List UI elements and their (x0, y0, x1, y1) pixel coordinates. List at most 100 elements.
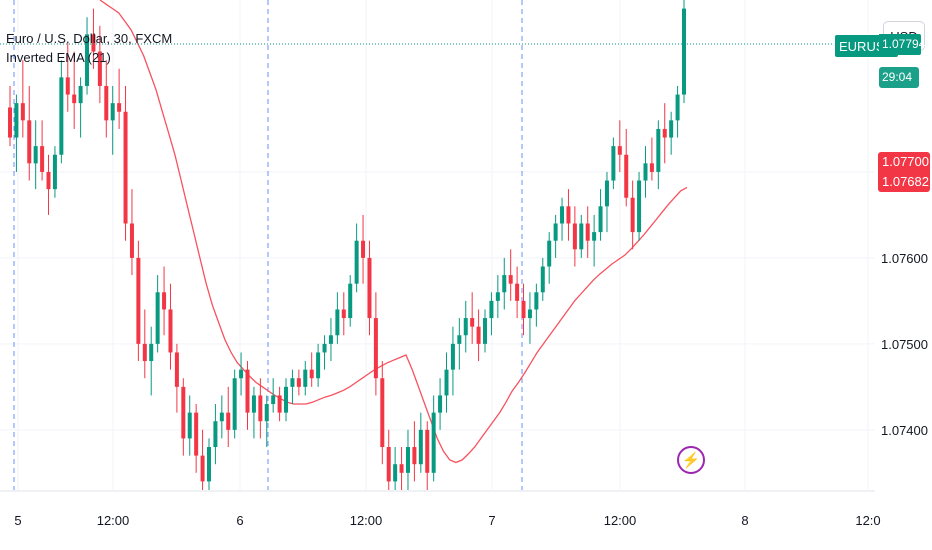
candle (328, 318, 333, 362)
candle (65, 42, 70, 112)
candle (258, 378, 263, 439)
candle (675, 85, 680, 138)
candle (91, 8, 96, 69)
candle (624, 128, 629, 207)
candle (322, 335, 327, 370)
candle (585, 206, 590, 258)
time-axis: 5 12:00 6 12:00 7 12:00 8 12:0 (14, 513, 880, 528)
x-tick-label: 12:00 (350, 513, 383, 528)
candle (232, 369, 237, 439)
candle (393, 447, 398, 490)
candles-group (8, 0, 686, 490)
candle (386, 429, 391, 490)
candle (431, 395, 436, 482)
candle (309, 352, 314, 387)
candle (418, 412, 423, 473)
candle (617, 120, 622, 172)
x-tick-label: 12:0 (855, 513, 880, 528)
candle (425, 421, 430, 490)
candle (316, 343, 321, 387)
candle (117, 68, 122, 129)
candle (219, 395, 224, 439)
candle (303, 361, 308, 396)
candle (508, 249, 513, 301)
candle (239, 352, 244, 396)
candle (540, 257, 545, 301)
candle (470, 292, 475, 344)
candle (579, 214, 584, 258)
candle (463, 300, 468, 353)
candle (361, 214, 366, 284)
candle (213, 404, 218, 465)
candle (245, 361, 250, 430)
candle (284, 378, 289, 422)
candle (630, 180, 635, 250)
candle (194, 404, 199, 473)
candle (450, 326, 455, 396)
candle (521, 283, 526, 336)
candle (682, 0, 686, 104)
candle (296, 369, 301, 396)
ema-line-group (99, 0, 688, 464)
candle (662, 103, 667, 164)
candle (72, 51, 77, 129)
candle (649, 137, 654, 181)
candle (566, 189, 571, 241)
lightning-icon[interactable]: ⚡ (677, 446, 705, 474)
candle (348, 275, 353, 327)
candle (181, 378, 186, 456)
candle (277, 386, 282, 422)
candle (444, 352, 449, 413)
candle (14, 94, 19, 172)
candle (8, 85, 12, 147)
candle (341, 292, 346, 336)
candle (637, 171, 642, 241)
candle (52, 146, 57, 198)
candle (97, 25, 102, 104)
candle (162, 266, 167, 336)
candle (534, 283, 539, 327)
candle (592, 214, 597, 267)
last-price-tag: 1.07794 (879, 34, 925, 55)
candle (149, 326, 154, 396)
ema-price-a: 1.07700 (882, 154, 929, 169)
ema-price-tag: 1.07700 1.07682 (878, 152, 930, 192)
ema-price-b: 1.07682 (882, 174, 929, 189)
x-tick-label: 12:00 (604, 513, 637, 528)
x-tick-label: 7 (488, 513, 495, 528)
candle (598, 189, 603, 241)
candle (547, 232, 552, 284)
candle (476, 309, 481, 362)
candle (264, 395, 269, 448)
candle (85, 17, 90, 95)
candle (354, 223, 359, 293)
candle (335, 292, 340, 344)
candle (27, 85, 32, 181)
candle (373, 292, 378, 396)
candle (155, 275, 160, 353)
candle (104, 60, 109, 138)
candle (110, 85, 115, 155)
candle (553, 214, 558, 258)
candle (78, 77, 83, 138)
candle (200, 429, 205, 490)
candle (129, 189, 134, 276)
candle (438, 378, 443, 430)
candle (40, 120, 45, 181)
candle (380, 361, 385, 465)
candle (187, 395, 192, 456)
candle (123, 85, 128, 241)
candle (251, 386, 256, 439)
chart-legend: Euro / U.S. Dollar, 30, FXCM Inverted EM… (6, 29, 172, 67)
y-tick-label: 1.07500 (881, 337, 928, 352)
candle (502, 257, 507, 310)
candle (174, 343, 179, 413)
x-tick-label: 12:00 (97, 513, 130, 528)
candle (457, 318, 462, 370)
candle (33, 120, 38, 190)
candle (367, 240, 372, 336)
candle (46, 154, 51, 215)
candle (656, 120, 661, 190)
